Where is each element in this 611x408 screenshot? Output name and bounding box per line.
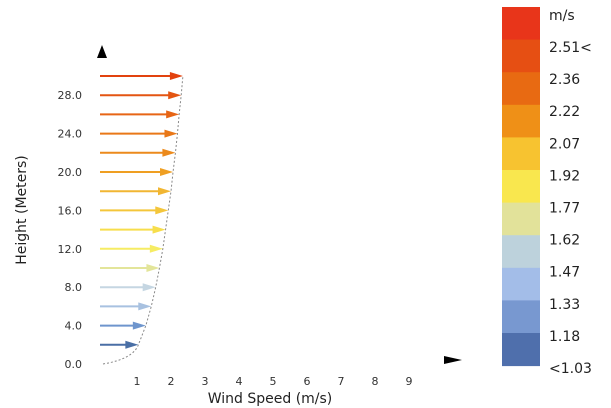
y-tick-label: 12.0 xyxy=(58,243,83,256)
legend-label: 1.33 xyxy=(549,297,580,313)
x-tick-label: 7 xyxy=(338,375,345,388)
y-tick-label: 0.0 xyxy=(65,358,83,371)
legend-swatch xyxy=(502,202,540,236)
wind-vector xyxy=(100,225,166,234)
y-tick-label: 28.0 xyxy=(58,89,83,102)
wind-vector xyxy=(100,206,169,215)
legend-swatch xyxy=(502,300,540,334)
x-tick-label: 1 xyxy=(134,375,141,388)
wind-vectors xyxy=(100,72,183,349)
y-tick-labels: 0.0 4.0 8.0 12.0 16.0 20.0 24.0 28.0 xyxy=(58,89,83,371)
legend-label: 2.51< xyxy=(549,40,592,56)
legend-label: 2.07 xyxy=(549,136,580,152)
x-tick-labels: 1 2 3 4 5 6 7 8 9 xyxy=(134,375,413,388)
legend-label: 1.92 xyxy=(549,168,580,184)
legend-swatch xyxy=(502,39,540,73)
legend-unit: m/s xyxy=(549,8,575,24)
wind-profile-curve xyxy=(102,75,184,365)
x-tick-label: 6 xyxy=(304,375,311,388)
x-axis-title: Wind Speed (m/s) xyxy=(208,391,333,407)
wind-vector xyxy=(100,264,160,272)
y-tick-label: 20.0 xyxy=(58,166,83,179)
wind-vector xyxy=(100,244,163,253)
wind-vector xyxy=(100,321,146,330)
wind-vector xyxy=(100,168,174,176)
legend-swatch xyxy=(502,170,540,204)
legend-label: 1.18 xyxy=(549,329,580,345)
y-tick-label: 16.0 xyxy=(58,204,83,217)
x-tick-label: 2 xyxy=(168,375,175,388)
y-axis-title: Height (Meters) xyxy=(14,155,30,265)
legend-label: 1.62 xyxy=(549,233,580,249)
y-tick-label: 24.0 xyxy=(58,128,83,141)
x-tick-label: 4 xyxy=(236,375,243,388)
wind-vector xyxy=(100,129,178,138)
wind-vector xyxy=(100,110,180,119)
y-tick-label: 4.0 xyxy=(65,320,83,333)
legend-swatch xyxy=(502,333,540,367)
wind-vector xyxy=(100,283,156,292)
legend-label: 2.36 xyxy=(549,72,580,88)
legend-swatch xyxy=(502,72,540,106)
legend-swatches xyxy=(502,7,540,367)
legend-swatch xyxy=(502,7,540,41)
legend-label: <1.03 xyxy=(549,361,592,377)
wind-vector xyxy=(100,302,152,311)
wind-vector xyxy=(100,187,171,196)
x-tick-label: 8 xyxy=(372,375,379,388)
wind-vector xyxy=(100,91,182,100)
y-axis-arrow-icon xyxy=(97,45,107,58)
x-tick-label: 5 xyxy=(270,375,277,388)
legend-swatch xyxy=(502,137,540,171)
legend-label: 1.77 xyxy=(549,201,580,217)
color-legend: 2.51< 2.36 2.22 2.07 1.92 1.77 1.62 1.47 1.33 1.1… xyxy=(502,7,592,377)
legend-labels: 2.51< 2.36 2.22 2.07 1.92 1.77 1.62 1.47 1.33 1.1… xyxy=(549,40,592,377)
legend-swatch xyxy=(502,235,540,269)
legend-label: 1.47 xyxy=(549,265,580,281)
x-axis-arrow-icon xyxy=(444,356,462,364)
wind-vector xyxy=(100,72,183,80)
wind-vector xyxy=(100,148,176,157)
x-tick-label: 3 xyxy=(202,375,209,388)
y-tick-label: 8.0 xyxy=(65,281,83,294)
legend-label: 2.22 xyxy=(549,104,580,120)
legend-swatch xyxy=(502,104,540,138)
legend-swatch xyxy=(502,267,540,301)
wind-vector xyxy=(100,340,139,349)
x-tick-label: 9 xyxy=(406,375,413,388)
